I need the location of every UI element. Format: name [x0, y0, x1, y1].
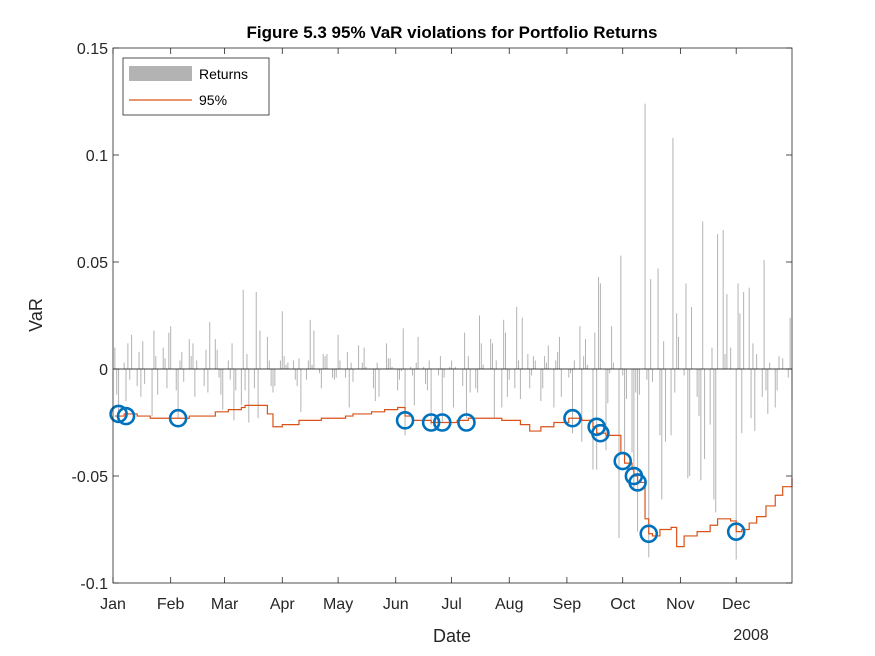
legend-var-label: 95% [199, 92, 227, 108]
y-axis-label: VaR [26, 298, 46, 332]
violation-marker [395, 411, 415, 430]
y-tick-label: 0.05 [77, 255, 108, 272]
chart-title: Figure 5.3 95% VaR violations for Portfo… [247, 23, 658, 42]
violation-marker [457, 413, 476, 432]
y-axis-ticks: -0.1 -0.05 0 0.05 0.1 0.15 [72, 41, 792, 593]
x-tick-label: Feb [157, 596, 185, 613]
x-tick-label: Nov [666, 596, 694, 613]
violation-marker [639, 524, 659, 544]
x-year-label: 2008 [733, 627, 769, 644]
x-tick-label: Mar [211, 596, 239, 613]
y-tick-label: 0.15 [77, 41, 108, 58]
x-tick-label: Dec [722, 596, 750, 613]
violation-marker [432, 413, 452, 432]
legend-returns-swatch [129, 66, 192, 81]
axes-background [113, 48, 792, 583]
violation-marker [421, 413, 441, 432]
x-tick-label: Sep [553, 596, 582, 613]
y-tick-label: 0.1 [86, 148, 108, 165]
x-axis-ticks: Jan Feb Mar Apr May Jun Jul Aug Sep Oct Nov Dec [100, 48, 750, 613]
x-tick-label: Jul [441, 596, 461, 613]
violation-marker [726, 522, 746, 541]
legend-returns-label: Returns [199, 66, 248, 82]
x-tick-label: Jan [100, 596, 126, 613]
x-tick-label: May [323, 596, 353, 613]
y-tick-label: -0.05 [72, 469, 109, 486]
violation-marker [591, 423, 610, 443]
y-tick-label: 0 [99, 362, 108, 379]
x-tick-label: Apr [270, 596, 296, 613]
var-line [114, 404, 793, 548]
violation-marker [563, 408, 582, 428]
x-tick-label: Oct [610, 596, 635, 613]
violation-marker [613, 451, 633, 471]
returns-series [114, 103, 793, 560]
x-axis-label: Date [433, 626, 471, 646]
var-series [114, 404, 793, 548]
violation-marker [116, 406, 136, 426]
y-tick-label: -0.1 [80, 576, 108, 593]
x-tick-label: Aug [495, 596, 523, 613]
violation-marker [109, 404, 128, 424]
violation-markers [109, 404, 746, 544]
legend: Returns 95% [122, 57, 270, 116]
axes-box [112, 47, 793, 584]
violation-marker [628, 473, 647, 492]
violation-marker [168, 408, 188, 428]
x-tick-label: Jun [383, 596, 409, 613]
